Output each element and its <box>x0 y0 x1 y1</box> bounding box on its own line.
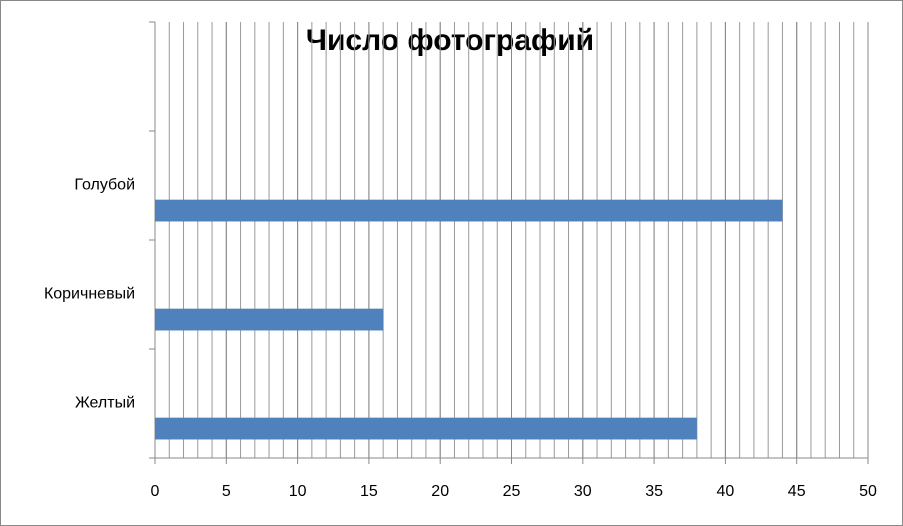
y-tick-label: Коричневый <box>44 286 135 303</box>
x-tick-label: 30 <box>574 483 592 500</box>
x-tick-label: 15 <box>360 483 378 500</box>
x-tick-label: 5 <box>222 483 231 500</box>
y-tick-label: Желтый <box>75 395 135 412</box>
bar <box>155 308 384 331</box>
bar <box>155 199 783 222</box>
x-tick-label: 10 <box>289 483 307 500</box>
x-tick-label: 25 <box>503 483 521 500</box>
x-tick-label: 45 <box>788 483 806 500</box>
chart-title: Число фотографий <box>306 24 594 57</box>
x-tick-label: 0 <box>151 483 160 500</box>
x-tick-label: 35 <box>645 483 663 500</box>
y-tick-label: Голубой <box>74 177 135 194</box>
x-tick-label: 50 <box>859 483 877 500</box>
bar <box>155 417 697 440</box>
x-tick-label: 20 <box>431 483 449 500</box>
x-tick-label: 40 <box>717 483 735 500</box>
